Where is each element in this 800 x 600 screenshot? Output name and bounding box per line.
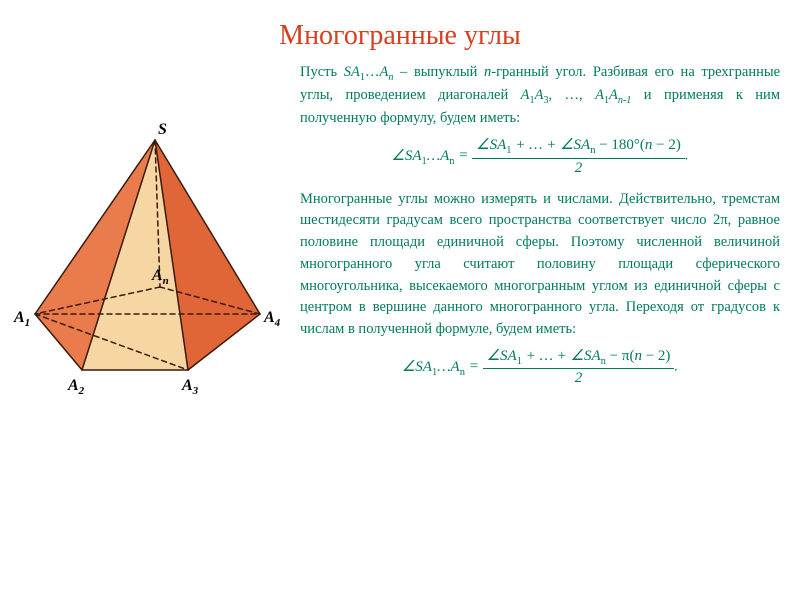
t: n [449,156,454,167]
fraction: ∠SA1 + … + ∠SAn − π(n − 2) 2 [483,347,675,388]
formula-radians: ∠SA1…An = ∠SA1 + … + ∠SAn − π(n − 2) 2 . [300,347,780,388]
pyramid-diagram: SA1A2A3A4An [10,122,290,402]
t: SA [415,359,432,375]
t: A [521,87,530,103]
t: Многогранные углы можно измерять и числа… [300,191,780,229]
t: Пусть [300,64,344,80]
text-column: Пусть SA1…An – выпуклый n-гранный угол. … [300,62,780,402]
t: − 180°( [595,137,644,153]
denominator: 2 [472,159,685,177]
measure-paragraph: Многогранные углы можно измерять и числа… [300,189,780,341]
content-row: SA1A2A3A4An Пусть SA1…An – выпуклый n-гр… [0,52,800,402]
t: SA [584,348,601,364]
lhs: ∠SA1…An [391,148,458,164]
svg-text:A2: A2 [67,377,85,397]
t: , …, [549,87,596,103]
svg-text:S: S [158,122,167,138]
t: A [440,148,449,164]
pi-symbol: π [720,212,727,228]
t: … [365,64,380,80]
diagram-column: SA1A2A3A4An [10,62,300,402]
t: n-1 [618,95,632,106]
t: ∠ [487,348,500,364]
numerator: ∠SA1 + … + ∠SAn − 180°(n − 2) [472,136,685,159]
t: + … + ∠ [522,348,584,364]
fraction: ∠SA1 + … + ∠SAn − 180°(n − 2) 2 [472,136,685,177]
svg-text:A1: A1 [13,309,30,329]
page-title: Многогранные углы [0,0,800,52]
formula-degrees: ∠SA1…An = ∠SA1 + … + ∠SAn − 180°(n − 2) … [300,136,780,177]
t: . [685,148,689,164]
t: − π( [606,348,635,364]
t: A [609,87,618,103]
t: A [451,359,460,375]
t: ∠ [391,148,404,164]
lhs: ∠SA1…An [402,359,469,375]
t: , равное половине площади единичной сфер… [300,212,780,337]
t: SA [500,348,517,364]
intro-paragraph: Пусть SA1…An – выпуклый n-гранный угол. … [300,62,780,130]
t: − 2) [652,137,680,153]
t: … [437,359,450,375]
svg-text:A3: A3 [181,377,199,397]
t: SA [405,148,422,164]
denominator: 2 [483,369,675,387]
t: + … + ∠ [512,137,574,153]
eq: = [458,148,472,164]
t: SA [344,64,360,80]
numerator: ∠SA1 + … + ∠SAn − π(n − 2) [483,347,675,370]
t: n [460,367,465,378]
svg-text:A4: A4 [263,309,281,329]
t: SA [490,137,507,153]
t: ∠ [402,359,415,375]
t: A [595,87,604,103]
t: . [674,359,678,375]
t: – выпуклый [393,64,484,80]
t: A [379,64,388,80]
t: … [427,148,440,164]
t: ∠ [476,137,489,153]
t: − 2) [642,348,670,364]
t: SA [574,137,591,153]
eq: = [469,359,483,375]
t: n [634,348,642,364]
